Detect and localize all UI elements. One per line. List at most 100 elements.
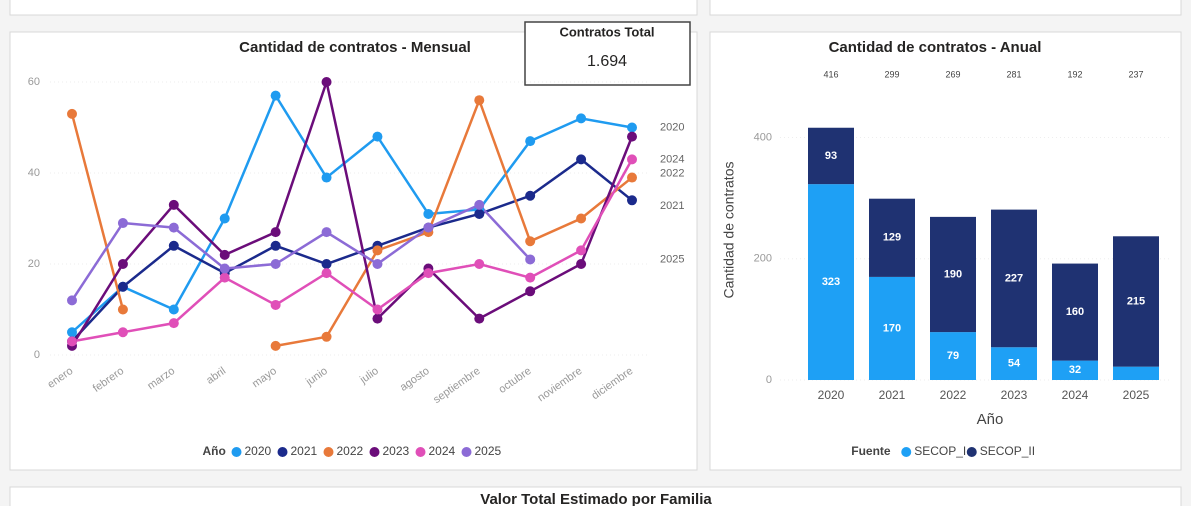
x-tick-label: 2025 (1123, 388, 1150, 402)
data-point (168, 222, 179, 233)
data-point (372, 304, 383, 315)
data-point (67, 295, 77, 306)
data-point (321, 268, 332, 279)
data-point (423, 222, 434, 233)
total-label: 237 (1128, 69, 1143, 79)
data-point (474, 313, 485, 324)
value-label: 190 (944, 268, 962, 280)
value-label: 129 (883, 232, 901, 244)
series-line (71, 158, 634, 343)
y-axis-title: Cantidad de contratos (721, 162, 737, 299)
series-line (71, 92, 633, 334)
data-point (474, 208, 485, 219)
data-point (117, 304, 128, 315)
bar-segment (930, 216, 976, 333)
data-point (372, 131, 383, 142)
value-label: 160 (1066, 306, 1084, 318)
data-point (67, 108, 77, 119)
x-axis-title: Año (977, 411, 1004, 428)
legend-label: 2023 (383, 444, 410, 458)
data-point (117, 218, 128, 229)
legend-label: 2022 (337, 444, 364, 458)
y-tick-label: 0 (766, 374, 772, 386)
value-label: 323 (822, 276, 840, 288)
data-point (321, 331, 332, 342)
data-point (474, 95, 485, 106)
bar-segment (869, 198, 915, 277)
series-end-label: 2025 (660, 253, 684, 265)
legend-label: 2025 (475, 444, 502, 458)
data-point (525, 190, 536, 201)
y-tick-label: 400 (754, 131, 772, 143)
bar-segment (1052, 263, 1098, 361)
data-point (576, 113, 587, 124)
legend-swatch (966, 447, 977, 457)
kpi-title: Contratos Total (559, 24, 654, 39)
data-point (627, 172, 637, 183)
series-end-label: 2024 (660, 153, 684, 165)
bar-segment (808, 127, 854, 185)
data-point (168, 304, 179, 315)
series-end-label: 2020 (660, 121, 684, 133)
legend-label: 2021 (291, 444, 318, 458)
data-point (627, 195, 637, 206)
bar-segment (991, 209, 1037, 348)
data-point (576, 154, 587, 165)
series-line (70, 203, 532, 302)
x-tick-label: 2020 (818, 388, 845, 402)
series-line (70, 77, 634, 347)
value-label: 93 (825, 150, 837, 162)
series-end-label: 2022 (660, 167, 684, 179)
data-point (423, 268, 434, 279)
data-point (270, 240, 281, 251)
data-point (219, 213, 230, 224)
data-point (219, 263, 230, 274)
legend-swatch (415, 447, 426, 457)
legend-label: 2024 (429, 444, 456, 458)
x-tick-label: 2023 (1001, 388, 1028, 402)
data-point (219, 249, 230, 260)
data-point (117, 281, 128, 292)
bar-segment (1113, 236, 1159, 367)
panel-monthly (9, 31, 698, 471)
data-point (321, 227, 332, 238)
data-point (270, 299, 281, 310)
value-label: 227 (1005, 272, 1023, 284)
data-point (525, 236, 536, 247)
legend-title: Año (203, 444, 226, 458)
data-point (117, 259, 128, 269)
legend-swatch (323, 447, 334, 457)
data-point (576, 213, 587, 224)
x-tick-label: 2024 (1062, 388, 1089, 402)
kpi-card (524, 21, 691, 86)
data-point (219, 272, 230, 283)
data-point (270, 90, 281, 101)
bar-segment (808, 184, 854, 380)
data-point (372, 313, 383, 324)
data-point (627, 154, 637, 165)
y-tick-label: 20 (28, 258, 40, 270)
data-point (576, 245, 587, 256)
total-label: 281 (1006, 69, 1021, 79)
legend-swatch (901, 447, 912, 457)
legend-label: SECOP_I (914, 444, 966, 458)
data-point (321, 172, 332, 183)
legend-title: Fuente (851, 444, 891, 458)
data-point (372, 259, 383, 269)
data-point (474, 199, 485, 210)
value-label: 79 (947, 350, 959, 362)
bottom-panel-title: Valor Total Estimado por Familia (480, 491, 712, 506)
data-point (67, 327, 77, 338)
data-point (627, 131, 637, 142)
data-point (525, 286, 536, 297)
total-label: 269 (945, 69, 960, 79)
data-point (117, 327, 128, 338)
legend-label: 2020 (245, 444, 272, 458)
bar-segment (991, 347, 1037, 380)
data-point (168, 240, 179, 251)
bar-segment (1052, 360, 1098, 380)
data-point (321, 77, 332, 87)
bar-segment (930, 332, 976, 380)
total-label: 416 (823, 69, 838, 79)
